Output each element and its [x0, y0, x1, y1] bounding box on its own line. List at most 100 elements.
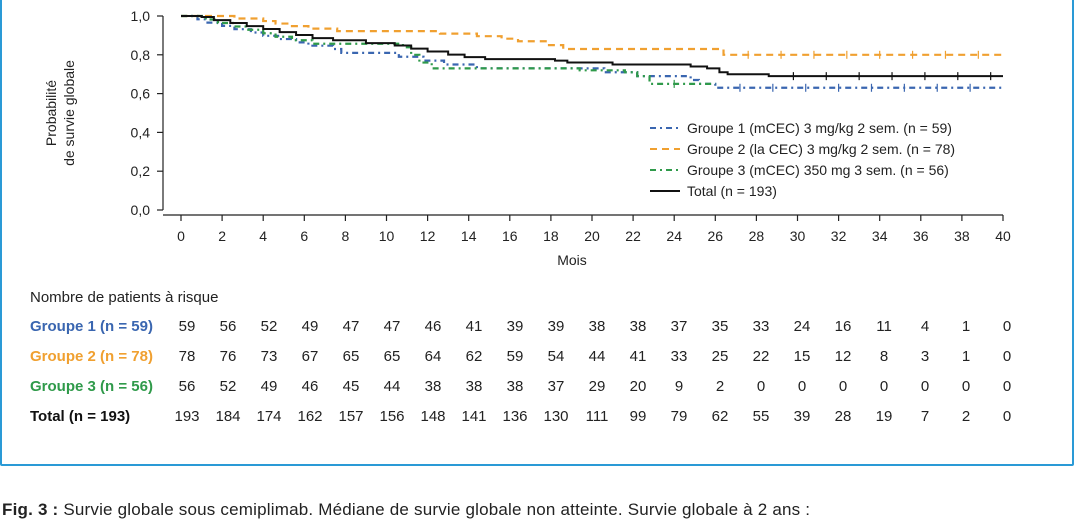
risk-cell: 47	[383, 318, 401, 335]
risk-cell: 38	[465, 378, 483, 395]
risk-cell: 0	[1002, 408, 1012, 425]
chart-legend: Groupe 1 (mCEC) 3 mg/kg 2 sem. (n = 59) G…	[650, 120, 955, 199]
risk-cell: 38	[424, 378, 442, 395]
risk-cell: 16	[834, 318, 852, 335]
risk-cell: 52	[260, 318, 278, 335]
risk-cell: 38	[629, 318, 647, 335]
risk-cell: 0	[1002, 378, 1012, 395]
x-tick-label: 8	[342, 228, 350, 244]
x-tick-label: 26	[708, 228, 724, 244]
km-curve	[181, 15, 1003, 78]
x-tick-label: 38	[954, 228, 970, 244]
chart-curves	[181, 14, 1003, 92]
risk-cell: 24	[793, 318, 811, 335]
risk-table-title: Nombre de patients à risque	[30, 289, 219, 306]
risk-cell: 59	[506, 348, 524, 365]
x-tick-label: 6	[300, 228, 308, 244]
legend-entry: Groupe 2 (la CEC) 3 mg/kg 2 sem. (n = 78…	[687, 141, 955, 157]
y-tick-label: 0,6	[131, 86, 151, 102]
risk-cell: 38	[588, 318, 606, 335]
figure-frame	[0, 0, 1074, 466]
risk-cell: 111	[585, 408, 609, 425]
risk-cell: 46	[301, 378, 319, 395]
risk-cell: 130	[543, 408, 569, 425]
risk-cell: 59	[178, 318, 196, 335]
legend-entry: Total (n = 193)	[687, 183, 777, 199]
risk-cell: 67	[301, 348, 319, 365]
risk-cell: 12	[834, 348, 852, 365]
x-axis-label: Mois	[557, 252, 587, 268]
risk-cell: 33	[670, 348, 688, 365]
x-tick-label: 18	[543, 228, 559, 244]
risk-table-row: Groupe 1 (n = 59) 59 56 52 49 47 47 46 41 39 39 38 3…	[0, 318, 1078, 338]
risk-cell: 41	[629, 348, 647, 365]
risk-cell: 11	[876, 318, 892, 335]
risk-cell: 19	[875, 408, 893, 425]
risk-cell: 49	[260, 378, 278, 395]
risk-cell: 157	[338, 408, 364, 425]
risk-cell: 39	[506, 318, 524, 335]
risk-row-label: Total (n = 193)	[30, 408, 131, 425]
risk-cell: 73	[260, 348, 278, 365]
risk-cell: 148	[420, 408, 446, 425]
x-tick-label: 24	[666, 228, 682, 244]
risk-cell: 78	[178, 348, 196, 365]
caption-lead: Fig. 3 :	[2, 500, 59, 519]
risk-cell: 46	[424, 318, 442, 335]
risk-cell: 62	[711, 408, 729, 425]
risk-cell: 8	[879, 348, 889, 365]
risk-table-row: Groupe 2 (n = 78) 78 76 73 67 65 65 64 62 59 54 44 4…	[0, 348, 1078, 368]
y-axis-label-line: Probabilité	[43, 80, 59, 146]
x-tick-label: 0	[177, 228, 185, 244]
x-tick-label: 28	[749, 228, 765, 244]
risk-cell: 22	[752, 348, 770, 365]
risk-cell: 45	[342, 378, 360, 395]
risk-cell: 41	[465, 318, 483, 335]
risk-cell: 76	[219, 348, 237, 365]
risk-row-label: Groupe 3 (n = 56)	[30, 378, 153, 395]
risk-cell: 49	[301, 318, 319, 335]
risk-cell: 0	[879, 378, 889, 395]
risk-table-row: Total (n = 193) 193 184 174 162 157 156 148 141 1…	[0, 408, 1078, 428]
risk-cell: 54	[547, 348, 565, 365]
risk-table-row: Groupe 3 (n = 56) 56 52 49 46 45 44 38 38 38 37 29 2…	[0, 378, 1078, 398]
risk-cell: 37	[547, 378, 565, 395]
km-curve	[181, 14, 716, 85]
risk-cell: 184	[215, 408, 241, 425]
y-axis-label-line: de survie globale	[61, 60, 77, 166]
risk-cell: 25	[711, 348, 729, 365]
y-tick-label: 0,0	[131, 202, 151, 218]
risk-cell: 28	[834, 408, 852, 425]
risk-cell: 44	[588, 348, 606, 365]
x-tick-label: 14	[461, 228, 477, 244]
risk-cell: 33	[752, 318, 770, 335]
km-curve	[181, 14, 1003, 56]
risk-cell: 99	[629, 408, 647, 425]
x-tick-label: 16	[502, 228, 518, 244]
x-tick-label: 22	[625, 228, 641, 244]
x-tick-label: 20	[584, 228, 600, 244]
risk-cell: 141	[461, 408, 487, 425]
risk-cell: 38	[506, 378, 524, 395]
risk-cell: 0	[920, 378, 930, 395]
risk-cell: 174	[256, 408, 282, 425]
x-tick-label: 30	[790, 228, 806, 244]
risk-cell: 136	[502, 408, 528, 425]
x-tick-label: 10	[379, 228, 395, 244]
x-tick-label: 36	[913, 228, 929, 244]
risk-cell: 35	[711, 318, 729, 335]
legend-entry: Groupe 1 (mCEC) 3 mg/kg 2 sem. (n = 59)	[687, 120, 952, 136]
x-tick-label: 40	[995, 228, 1011, 244]
risk-cell: 193	[174, 408, 200, 425]
risk-cell: 47	[342, 318, 360, 335]
risk-cell: 0	[1002, 348, 1012, 365]
risk-cell: 0	[1002, 318, 1012, 335]
risk-cell: 15	[793, 348, 811, 365]
risk-cell: 79	[670, 408, 688, 425]
risk-cell: 1	[961, 348, 971, 365]
risk-cell: 3	[920, 348, 930, 365]
risk-cell: 39	[793, 408, 811, 425]
chart-axes: 0,00,20,40,60,81,00 2 4 6 8 10 12 14 16 18 20 22 24 2…	[43, 8, 1011, 268]
risk-cell: 64	[424, 348, 442, 365]
risk-cell: 29	[588, 378, 606, 395]
